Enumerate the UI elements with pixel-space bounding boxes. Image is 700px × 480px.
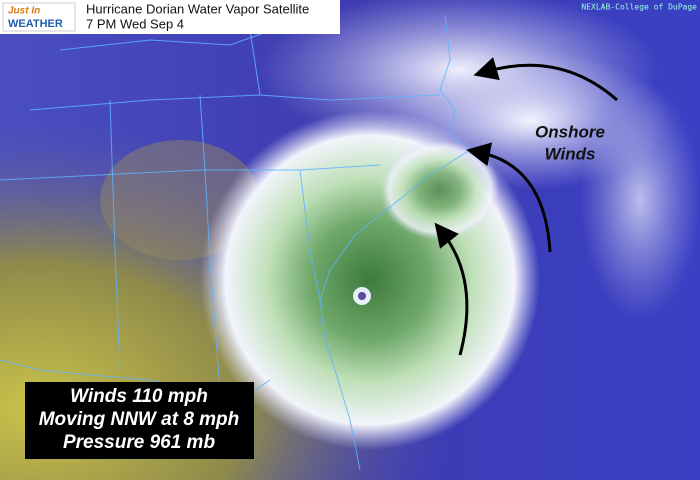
info-line: Moving NNW at 8 mph [39, 409, 240, 430]
logo [2, 2, 76, 32]
info-box [25, 382, 254, 459]
header-subtitle: 7 PM Wed Sep 4 [86, 16, 184, 31]
header-title: Hurricane Dorian Water Vapor Satellite [86, 1, 309, 16]
eye [358, 292, 366, 300]
annotation: Onshore [535, 122, 605, 141]
coastlines [0, 0, 471, 471]
logo-text: WEATHER [8, 18, 63, 30]
arrows [434, 57, 618, 356]
cloud-band [580, 80, 700, 320]
annotation: Winds [545, 144, 596, 163]
info-line: Winds 110 mph [70, 386, 208, 407]
logo-text: Just In [8, 6, 40, 17]
hurricane-band [380, 140, 500, 240]
info-line: Pressure 961 mb [63, 432, 215, 453]
credit: NEXLAB-College of DuPage [581, 3, 697, 12]
